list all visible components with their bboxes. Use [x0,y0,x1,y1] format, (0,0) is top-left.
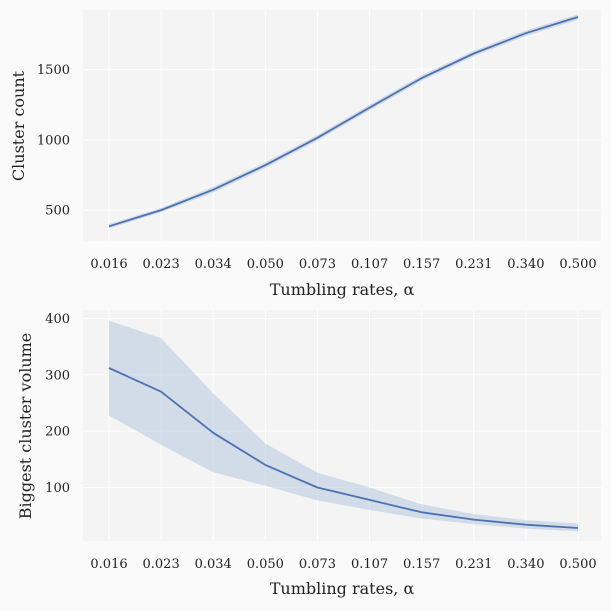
cluster-count-x-tick-label: 0.023 [143,257,180,272]
cluster-count-y-axis-label: Cluster count [9,70,28,181]
biggest-cluster-volume-x-tick-label: 0.231 [455,557,492,572]
cluster-count-x-tick-label: 0.231 [455,257,492,272]
cluster-count-y-tick-label: 1500 [37,63,70,78]
biggest-cluster-volume-x-tick-labels: 0.016 0.023 0.034 0.050 0.073 0.107 0.157 0.231… [90,557,596,572]
biggest-cluster-volume-x-tick-label: 0.016 [90,557,127,572]
cluster-count-x-tick-label: 0.340 [507,257,544,272]
cluster-count-line [108,16,579,228]
biggest-cluster-volume-chart: 0.016 0.023 0.034 0.050 0.073 0.107 0.157 0.231… [16,310,601,598]
cluster-count-confidence-band [109,14,578,229]
biggest-cluster-volume-confidence-band [109,320,578,532]
cluster-count-y-tick-label: 1000 [37,133,70,148]
cluster-count-x-tick-label: 0.050 [247,257,284,272]
cluster-count-gridlines [83,10,601,241]
cluster-count-y-tick-labels: 500 1000 1500 [37,63,70,218]
biggest-cluster-volume-x-tick-label: 0.023 [143,557,180,572]
cluster-count-x-tick-label: 0.034 [195,257,232,272]
biggest-cluster-volume-x-tick-label: 0.034 [195,557,232,572]
cluster-count-y-tick-label: 500 [45,204,70,219]
biggest-cluster-volume-x-tick-label: 0.340 [507,557,544,572]
biggest-cluster-volume-y-tick-label: 200 [45,425,70,440]
biggest-cluster-volume-x-tick-label: 0.073 [299,557,336,572]
biggest-cluster-volume-x-tick-label: 0.107 [351,557,388,572]
biggest-cluster-volume-y-tick-label: 400 [45,312,70,327]
cluster-count-chart: 0.016 0.023 0.034 0.050 0.073 0.107 0.157 0.231… [9,10,601,299]
cluster-count-x-tick-label: 0.073 [299,257,336,272]
cluster-count-x-axis-label: Tumbling rates, α [270,280,415,299]
biggest-cluster-volume-y-tick-labels: 100 200 300 400 [45,312,70,496]
biggest-cluster-volume-line [108,367,579,529]
cluster-count-x-tick-label: 0.107 [351,257,388,272]
biggest-cluster-volume-x-axis-label: Tumbling rates, α [270,579,415,598]
biggest-cluster-volume-y-axis-label: Biggest cluster volume [16,333,35,520]
cluster-count-x-tick-label: 0.157 [403,257,440,272]
biggest-cluster-volume-x-tick-label: 0.050 [247,557,284,572]
biggest-cluster-volume-x-tick-label: 0.500 [559,557,596,572]
biggest-cluster-volume-y-tick-label: 100 [45,481,70,496]
biggest-cluster-volume-y-tick-label: 300 [45,368,70,383]
cluster-count-x-tick-label: 0.016 [90,257,127,272]
cluster-count-x-tick-label: 0.500 [559,257,596,272]
biggest-cluster-volume-x-tick-label: 0.157 [403,557,440,572]
cluster-count-x-tick-labels: 0.016 0.023 0.034 0.050 0.073 0.107 0.157 0.231… [90,257,596,272]
